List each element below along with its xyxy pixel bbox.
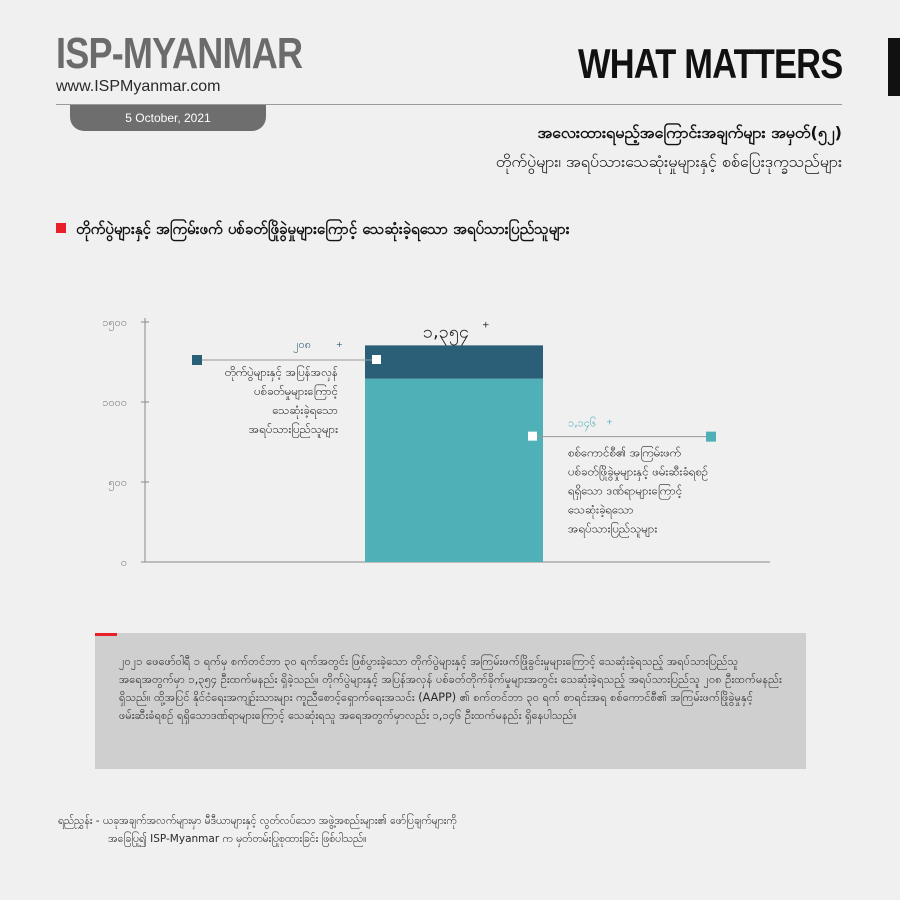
date-badge: 5 October, 2021: [70, 105, 266, 131]
y-tick-label: ၀: [121, 556, 127, 569]
page-subtitle: တိုက်ပွဲများ၊ အရပ်သားသေဆုံးမှုများနှင့် …: [495, 152, 842, 171]
top-segment-legend-swatch: [192, 355, 202, 365]
source-note: ရည်ညွှန်း - ယခုအချက်အလက်များမှာ မီဒီယာမျ…: [58, 812, 457, 848]
bottom-segment-value-label: ၁,၁၄၆: [568, 417, 596, 432]
source-line-1: ရည်ညွှန်း - ယခုအချက်အလက်များမှာ မီဒီယာမျ…: [58, 815, 457, 827]
note-box: ၂၀၂၁ ဖေဖော်ဝါရီ ၁ ရက်မှ စက်တင်ဘာ ၃၀ ရက်အ…: [95, 633, 806, 769]
top-segment-value-suffix: +: [336, 340, 343, 349]
bottom-segment-annotation-line: ရရှိသော ဒဏ်ရာများကြောင့်: [568, 484, 682, 500]
bar-segment-bottom: [365, 378, 543, 562]
bottom-segment-annotation-line: သေဆုံးခဲ့ရသော: [568, 503, 634, 519]
top-segment-annotation-line: သေဆုံးခဲ့ရသော: [272, 403, 338, 419]
source-line-2: အခြေပြု၍ ISP-Myanmar က မှတ်တမ်းပြုစုထားခ…: [108, 833, 367, 845]
y-tick-label: ၁၅၀၀: [102, 316, 127, 331]
total-value-label: ၁,၃၅၄: [423, 321, 469, 345]
section-heading-text: တိုက်ပွဲများနှင့် အကြမ်းဖက် ပစ်ခတ်ဖြိုခွ…: [76, 220, 570, 238]
side-tab-decoration: [888, 38, 900, 96]
top-segment-value-label: ၂၀၈: [293, 338, 311, 353]
note-accent-bar: [95, 633, 117, 636]
note-text: ၂၀၂၁ ဖေဖော်ဝါရီ ၁ ရက်မှ စက်တင်ဘာ ၃၀ ရက်အ…: [119, 655, 782, 722]
page-title: အလေးထားရမည့်အကြောင်းအချက်များ အမှတ်(၅၂): [537, 123, 842, 142]
total-value-suffix: +: [482, 320, 490, 330]
bottom-segment-annotation-line: စစ်ကောင်စီ၏ အကြမ်းဖက်: [568, 446, 681, 462]
brand-url[interactable]: www.ISPMyanmar.com: [56, 78, 221, 95]
top-segment-marker: [372, 355, 381, 364]
bottom-segment-value-suffix: +: [606, 418, 613, 427]
top-segment-annotation-line: ပစ်ခတ်မှုများကြောင့်: [254, 384, 338, 400]
section-heading: တိုက်ပွဲများနှင့် အကြမ်းဖက် ပစ်ခတ်ဖြိုခွ…: [56, 220, 570, 242]
bottom-segment-annotation-line: အရပ်သားပြည်သူများ: [568, 522, 657, 538]
section-marker-icon: [56, 223, 66, 233]
bottom-segment-legend-swatch: [706, 431, 716, 442]
bottom-segment-marker: [528, 431, 537, 441]
top-segment-annotation-line: အရပ်သားပြည်သူများ: [249, 422, 338, 438]
brand-block: ISP-MYANMAR www.ISPMyanmar.com: [56, 32, 356, 96]
stacked-bar-chart: ၀ ၅၀၀ ၁၀၀၀ ၁၅၀၀ ၁,၃၅၄ +၂၀၈ + တိုက်ပွဲများနှင့် …: [102, 316, 770, 569]
top-segment-annotation-line: တိုက်ပွဲများနှင့် အပြန်အလှန်: [225, 365, 338, 381]
y-tick-label: ၁၀၀၀: [102, 396, 127, 409]
bar-segment-top: [365, 345, 543, 379]
header-divider: [56, 104, 842, 105]
y-tick-label: ၅၀၀: [108, 476, 127, 491]
bottom-segment-annotation-line: ပစ်ခတ်ဖြိုခွဲမှုများနှင့် ဖမ်းဆီးခံရစဉ်: [568, 465, 708, 481]
series-title: WHAT MATTERS: [577, 40, 843, 87]
brand-logo-text: ISP-MYANMAR: [56, 29, 303, 78]
